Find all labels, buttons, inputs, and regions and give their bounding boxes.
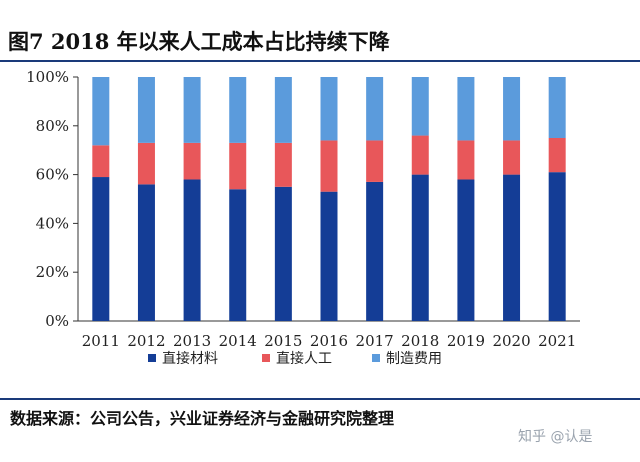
x-tick-label: 2020 xyxy=(492,332,530,350)
x-tick-label: 2011 xyxy=(82,332,120,350)
bar-segment-2017-series-0 xyxy=(366,181,384,321)
legend-swatch-2 xyxy=(372,354,380,362)
bar-segment-2014-series-1 xyxy=(229,142,247,190)
bar-segment-2013-series-1 xyxy=(183,142,201,180)
x-tick-label: 2016 xyxy=(310,332,348,350)
bar-segment-2014-series-0 xyxy=(229,189,247,321)
y-tick-label: 60% xyxy=(36,166,69,184)
bar-segment-2021-series-2 xyxy=(548,77,566,138)
x-tick-label: 2018 xyxy=(401,332,439,350)
bar-segment-2018-series-1 xyxy=(411,135,429,175)
x-tick-label: 2021 xyxy=(538,332,576,350)
y-axis-ticks: 0% 20% 40% 60% 80% 100% xyxy=(26,68,78,330)
legend: 直接材料 直接人工 制造费用 xyxy=(148,350,442,367)
x-axis-labels: 2011 2012 2013 2014 2015 2016 2017 2018 2019 2020… xyxy=(82,332,577,350)
bar-segment-2016-series-1 xyxy=(320,140,338,192)
bar-segment-2019-series-1 xyxy=(457,140,475,180)
y-tick-label: 40% xyxy=(36,214,69,232)
legend-swatch-1 xyxy=(262,354,270,362)
bar-segment-2019-series-0 xyxy=(457,179,475,321)
bar-segment-2017-series-2 xyxy=(366,77,384,141)
bar-segment-2014-series-2 xyxy=(229,77,247,143)
bar-segment-2011-series-2 xyxy=(92,77,110,146)
y-tick-label: 20% xyxy=(36,263,69,281)
legend-label-2: 制造费用 xyxy=(386,351,442,367)
bar-segment-2013-series-2 xyxy=(183,77,201,143)
bar-segment-2021-series-1 xyxy=(548,138,566,173)
stacked-bar-chart: 0%20%40%60%80%100% 2011 2012 2013 2014 2015 2… xyxy=(26,68,580,367)
y-tick-label: 80% xyxy=(36,117,69,135)
title-divider xyxy=(0,60,640,62)
x-tick-label: 2017 xyxy=(356,332,394,350)
bar-segment-2018-series-0 xyxy=(411,174,429,321)
bar-segment-2015-series-1 xyxy=(274,142,292,187)
x-tick-label: 2013 xyxy=(173,332,211,350)
bar-segment-2016-series-0 xyxy=(320,191,338,321)
bar-segment-2020-series-1 xyxy=(503,140,521,175)
legend-swatch-0 xyxy=(148,354,156,362)
bar-segment-2016-series-2 xyxy=(320,77,338,141)
y-tick-label: 0% xyxy=(45,312,69,330)
chart-title: 图7 2018 年以来人工成本占比持续下降 xyxy=(8,29,390,54)
bar-segment-2020-series-2 xyxy=(503,77,521,141)
bar-segment-2013-series-0 xyxy=(183,179,201,321)
bar-segment-2012-series-0 xyxy=(137,184,155,321)
legend-label-0: 直接材料 xyxy=(162,350,218,367)
x-tick-label: 2012 xyxy=(127,332,165,350)
x-tick-label: 2019 xyxy=(447,332,485,350)
bar-segment-2020-series-0 xyxy=(503,174,521,321)
legend-label-1: 直接人工 xyxy=(276,350,332,367)
bar-segment-2011-series-0 xyxy=(92,177,110,321)
watermark: 知乎 @认是 xyxy=(518,429,593,445)
bar-segment-2018-series-2 xyxy=(411,77,429,136)
bar-segment-2015-series-2 xyxy=(274,77,292,143)
bar-segment-2015-series-0 xyxy=(274,186,292,321)
y-tick-label: 100% xyxy=(26,68,69,86)
bar-segment-2019-series-2 xyxy=(457,77,475,141)
x-tick-label: 2015 xyxy=(264,332,302,350)
x-tick-label: 2014 xyxy=(219,332,257,350)
bars-group xyxy=(92,77,566,321)
bar-segment-2012-series-1 xyxy=(137,142,155,185)
bar-segment-2021-series-0 xyxy=(548,172,566,321)
bar-segment-2012-series-2 xyxy=(137,77,155,143)
bar-segment-2011-series-1 xyxy=(92,145,110,178)
bar-segment-2017-series-1 xyxy=(366,140,384,182)
source-divider xyxy=(0,398,640,400)
source-note: 数据来源：公司公告，兴业证券经济与金融研究院整理 xyxy=(10,409,395,428)
